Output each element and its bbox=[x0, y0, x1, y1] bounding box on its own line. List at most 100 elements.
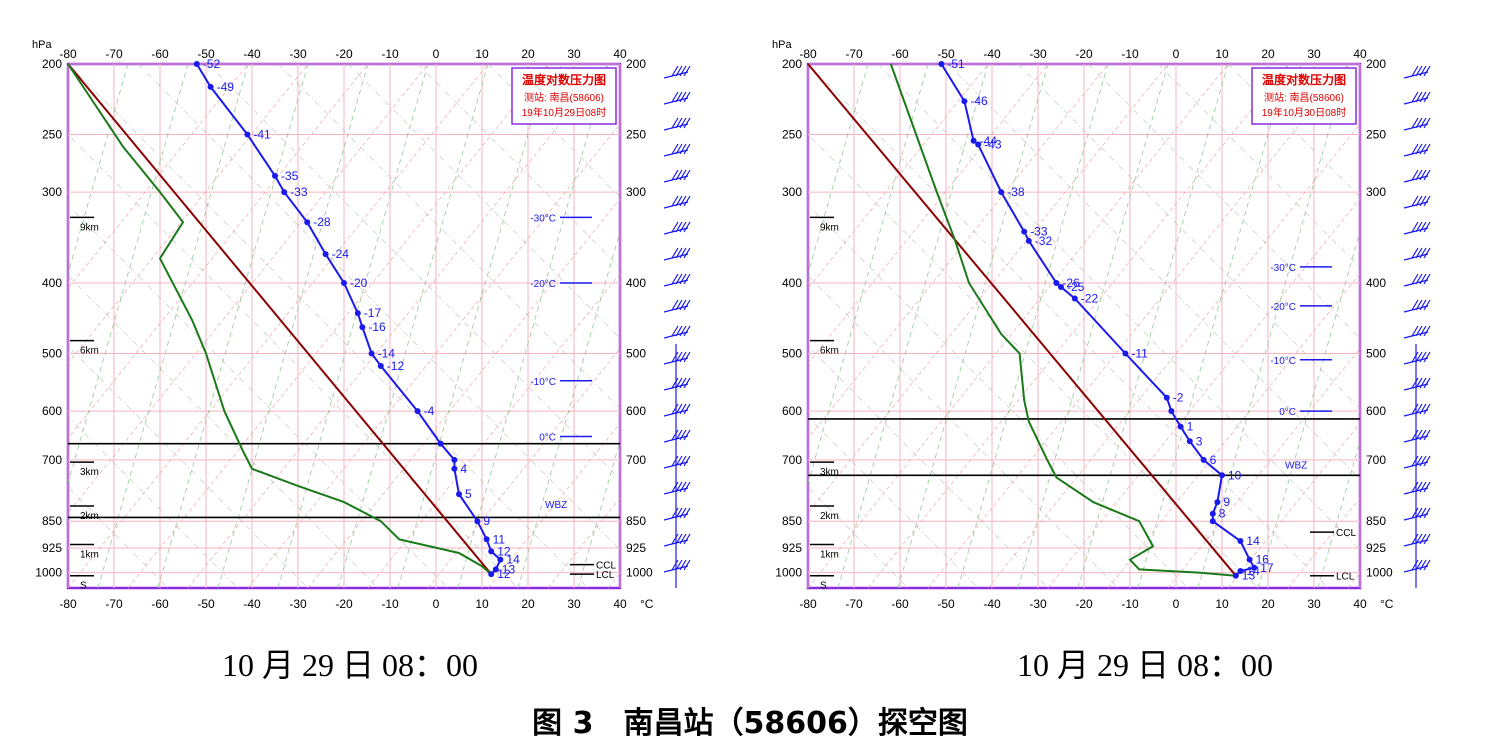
temperature-label: 13 bbox=[502, 562, 516, 576]
moist-adiabat bbox=[837, 64, 989, 588]
x-tick-top: -10 bbox=[1121, 47, 1139, 61]
wind-barb-icon bbox=[1403, 377, 1431, 391]
wind-barb-icon bbox=[663, 377, 691, 391]
mixing-guide bbox=[68, 416, 239, 588]
moist-adiabat bbox=[97, 64, 249, 588]
x-tick-bottom: -20 bbox=[335, 597, 353, 611]
temperature-point bbox=[1209, 518, 1216, 525]
pressure-tick-left: 250 bbox=[782, 128, 802, 142]
skewt-panel-left: -80 -80 -70 -70 -60 -60 -50 -50 -40 -40 -30 -30 -20-… bbox=[10, 0, 750, 640]
wind-barb-icon bbox=[1403, 169, 1431, 183]
moist-adiabat bbox=[1378, 64, 1490, 588]
height-mark-label: 6km bbox=[820, 346, 839, 357]
temperature-point bbox=[488, 548, 495, 555]
x-tick-top: -50 bbox=[197, 47, 215, 61]
mixing-guide bbox=[698, 64, 750, 588]
moist-adiabat bbox=[157, 64, 309, 588]
x-tick-top: -40 bbox=[983, 47, 1001, 61]
station-label: 测站: 南昌(58606) bbox=[524, 91, 604, 104]
temperature-point bbox=[368, 350, 375, 357]
x-tick-bottom: 10 bbox=[1215, 597, 1229, 611]
wbz-label: WBZ bbox=[1285, 460, 1307, 471]
temperature-point bbox=[1186, 438, 1193, 445]
x-tick-top: 40 bbox=[613, 47, 627, 61]
mixing-guide bbox=[68, 64, 589, 588]
dry-adiabat bbox=[668, 64, 750, 588]
x-tick-bottom: 0 bbox=[433, 597, 440, 611]
x-tick-top: -70 bbox=[105, 47, 123, 61]
pressure-tick-left: 850 bbox=[42, 514, 62, 528]
x-tick-bottom: -10 bbox=[381, 597, 399, 611]
isotherm-mark-label: 0°C bbox=[539, 432, 556, 443]
moist-adiabat bbox=[808, 64, 809, 66]
pressure-tick-left: 700 bbox=[782, 453, 802, 467]
wind-barb-icon bbox=[663, 533, 691, 547]
x-tick-bottom: -30 bbox=[1029, 597, 1047, 611]
isotherm-mark-label: -30°C bbox=[530, 213, 556, 224]
dewpoint-curve bbox=[889, 63, 1236, 577]
mixing-guide bbox=[1017, 64, 1360, 410]
wind-barb-icon bbox=[663, 195, 691, 209]
isotherm-mark-label: 0°C bbox=[1279, 407, 1296, 418]
temperature-label: 11 bbox=[493, 532, 506, 546]
wind-barb-icon bbox=[1403, 299, 1431, 313]
temperature-label: -46 bbox=[970, 94, 988, 108]
pressure-tick-right: 600 bbox=[1366, 404, 1386, 418]
pressure-tick-right: 1000 bbox=[1366, 566, 1393, 580]
temperature-label: 14 bbox=[1246, 564, 1260, 578]
pressure-tick-right: 1000 bbox=[626, 566, 653, 580]
temperature-point bbox=[483, 536, 490, 543]
moist-adiabat bbox=[1197, 64, 1349, 588]
wind-barbs bbox=[1403, 65, 1431, 588]
x-tick-top: 40 bbox=[1353, 47, 1367, 61]
pressure-tick-right: 400 bbox=[626, 276, 646, 290]
temperature-label: 14 bbox=[1246, 534, 1260, 548]
wind-barb-icon bbox=[663, 169, 691, 183]
pressure-tick-left: 850 bbox=[782, 514, 802, 528]
temperature-point bbox=[1246, 556, 1253, 563]
y-unit-label: hPa bbox=[32, 39, 52, 51]
pressure-tick-right: 200 bbox=[626, 57, 646, 71]
parcel-curve bbox=[807, 63, 1237, 577]
level-label: LCL bbox=[1336, 572, 1355, 583]
x-unit-label: °C bbox=[640, 597, 654, 611]
mixing-guide bbox=[68, 486, 169, 588]
temperature-point bbox=[938, 61, 945, 67]
temperature-point bbox=[474, 518, 481, 525]
wind-barb-icon bbox=[1403, 143, 1431, 157]
moist-adiabat bbox=[638, 64, 750, 588]
moist-adiabat bbox=[957, 64, 1109, 588]
wbz-label: WBZ bbox=[545, 500, 567, 511]
pressure-tick-right: 250 bbox=[1366, 128, 1386, 142]
moist-adiabat bbox=[397, 64, 549, 588]
pressure-tick-right: 600 bbox=[626, 404, 646, 418]
wind-barb-icon bbox=[1403, 507, 1431, 521]
pressure-tick-right: 400 bbox=[1366, 276, 1386, 290]
height-mark-label: S bbox=[80, 581, 87, 592]
pressure-tick-left: 700 bbox=[42, 453, 62, 467]
x-tick-bottom: 0 bbox=[1173, 597, 1180, 611]
wind-barb-icon bbox=[663, 299, 691, 313]
wind-barb-icon bbox=[663, 351, 691, 365]
title-box bbox=[511, 67, 617, 125]
wind-barb-icon bbox=[663, 221, 691, 235]
wind-barb-icon bbox=[663, 559, 691, 573]
wind-barb-icon bbox=[663, 91, 691, 105]
temperature-point bbox=[998, 189, 1005, 196]
pressure-tick-left: 600 bbox=[42, 404, 62, 418]
wind-barb-icon bbox=[1403, 351, 1431, 365]
pressure-tick-right: 300 bbox=[626, 185, 646, 199]
pressure-tick-left: 600 bbox=[782, 404, 802, 418]
temperature-label: 14 bbox=[506, 553, 520, 567]
temperature-point bbox=[1168, 408, 1175, 415]
temperature-point bbox=[1053, 280, 1060, 287]
x-tick-top: 10 bbox=[475, 47, 489, 61]
x-tick-bottom: -50 bbox=[197, 597, 215, 611]
temperature-label: 10 bbox=[1228, 468, 1242, 482]
temperature-label: -32 bbox=[1035, 234, 1053, 248]
temperature-point bbox=[456, 491, 462, 498]
pressure-tick-left: 500 bbox=[782, 347, 802, 361]
x-tick-top: 20 bbox=[1261, 47, 1275, 61]
temperature-label: -25 bbox=[1067, 280, 1085, 294]
isotherm-mark-label: -20°C bbox=[1270, 302, 1296, 313]
